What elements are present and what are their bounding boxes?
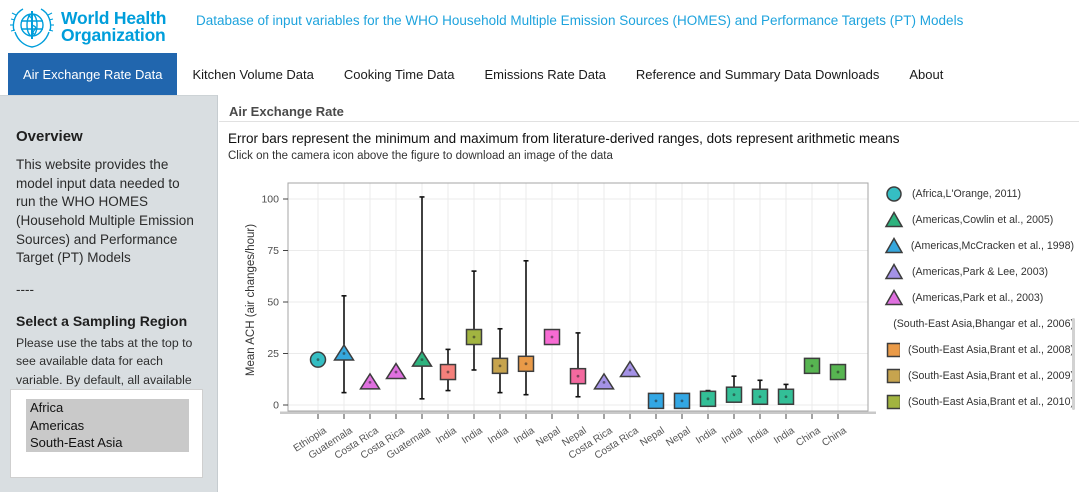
x-tick-label: Nepal [534,425,562,449]
region-option-americas[interactable]: Americas [26,416,189,434]
mean-dot [628,368,632,372]
mean-dot [472,335,476,339]
x-tick-label: India [486,425,511,446]
mean-dot [654,399,658,403]
overview-heading: Overview [16,128,83,145]
mean-dot [524,362,528,366]
legend-item[interactable]: (Americas,McCracken et al., 1998) [884,233,1074,259]
chart-legend: (Africa,L'Orange, 2011) (Americas,Cowlin … [884,181,1074,415]
legend-item[interactable]: (Americas,Park et al., 2003) [884,285,1074,311]
mean-dot [602,380,606,384]
mean-dot [706,397,710,401]
legend-label: (Americas,McCracken et al., 1998) [910,240,1074,252]
overview-text: This website provides the model input da… [16,157,194,266]
region-option-south-east-asia[interactable]: South-East Asia [26,434,189,452]
plot-border [287,182,869,412]
region-heading: Select a Sampling Region [16,312,188,329]
region-multiselect[interactable]: Africa Americas South-East Asia [10,389,203,478]
legend-item[interactable]: (Americas,Park & Lee, 2003) [884,259,1074,285]
square-legend-marker-icon [886,342,900,358]
mean-dot [784,395,788,399]
y-tick-label: 100 [261,194,279,206]
legend-scrollbar[interactable] [1072,318,1075,410]
legend-item[interactable]: (South-East Asia,Brant et al., 2008) [884,337,1074,363]
mean-dot [732,393,736,397]
legend-item[interactable]: (South-East Asia,Bhangar et al., 2006) [884,311,1074,337]
x-tick-label: Nepal [638,425,666,449]
y-tick-label: 25 [267,348,279,360]
mean-dot [446,370,450,374]
legend-label: (Americas,Park & Lee, 2003) [912,266,1049,278]
square-legend-marker-icon [886,368,900,384]
mean-dot [316,358,320,362]
who-emblem-icon [10,8,54,48]
triangle-legend-marker-icon [884,288,904,306]
x-tick-label: India [746,425,771,446]
legend-label: (South-East Asia,Brant et al., 2009) [907,370,1074,382]
y-axis-title: Mean ACH (air changes/hour) [245,224,257,376]
mean-dot [420,358,424,362]
legend-label: (South-East Asia,Brant et al., 2010) [907,396,1074,408]
tab-about[interactable]: About [909,66,944,82]
x-tick-label: India [720,425,745,446]
tab-reference-summary-downloads[interactable]: Reference and Summary Data Downloads [635,66,880,82]
x-tick-label: India [460,425,485,446]
mean-dot [810,364,814,368]
mean-dot [498,364,502,368]
who-logo: World Health Organization [10,5,166,49]
page-title: Database of input variables for the WHO … [196,13,964,28]
panel-tab-air-exchange-rate[interactable]: Air Exchange Rate [229,104,344,119]
x-axis-line [280,411,876,414]
x-tick-label: India [694,425,719,446]
legend-label: (Americas,Cowlin et al., 2005) [912,214,1054,226]
panel-divider [219,121,1079,122]
square-legend-marker-icon [884,314,885,334]
legend-label: (South-East Asia,Brant et al., 2008) [907,344,1074,356]
divider-text: ---- [16,281,34,297]
tab-kitchen-volume-data[interactable]: Kitchen Volume Data [192,66,314,82]
tab-air-exchange-rate-data[interactable]: Air Exchange Rate Data [8,53,178,95]
y-tick-label: 0 [273,400,279,412]
ach-chart: 0 25 50 75 100 Mean ACH (air changes/hour) Eth… [218,160,880,492]
square-legend-marker-icon [886,394,900,410]
x-tick-label: India [512,425,537,446]
who-logo-text: World Health Organization [61,7,167,45]
x-tick-label: China [794,425,823,449]
tab-cooking-time-data[interactable]: Cooking Time Data [343,66,455,82]
triangle-legend-marker-icon [884,236,903,254]
legend-item[interactable]: (South-East Asia,Brant et al., 2010) [884,389,1074,415]
mean-dot [576,374,580,378]
chart-subtitle: Error bars represent the minimum and max… [228,131,900,146]
y-tick-label: 75 [267,245,279,257]
legend-item[interactable]: (Americas,Cowlin et al., 2005) [884,207,1074,233]
mean-dot [342,352,346,355]
header: World Health Organization Database of in… [0,0,1079,53]
mean-dot [680,399,684,403]
chart-hint: Click on the camera icon above the figur… [228,150,613,162]
region-option-africa[interactable]: Africa [26,399,189,417]
legend-item[interactable]: (Africa,L'Orange, 2011) [884,181,1074,207]
y-tick-label: 50 [267,297,279,309]
x-tick-label: India [772,425,797,446]
x-tick-label: China [820,425,849,449]
mean-dot [836,370,840,374]
mean-dot [758,395,762,399]
mean-dot [368,380,372,384]
x-tick-label: India [434,425,459,446]
circle-legend-marker-icon [886,186,902,202]
legend-label: (Africa,L'Orange, 2011) [912,188,1021,200]
sidebar: Overview This website provides the model… [0,95,218,492]
mean-dot [550,335,554,339]
triangle-legend-marker-icon [884,262,904,280]
tab-emissions-rate-data[interactable]: Emissions Rate Data [484,66,606,82]
x-tick-label: Nepal [664,425,692,449]
legend-label: (Americas,Park et al., 2003) [912,292,1044,304]
legend-label: (South-East Asia,Bhangar et al., 2006) [893,318,1074,330]
legend-item[interactable]: (South-East Asia,Brant et al., 2009) [884,363,1074,389]
main-nav: Air Exchange Rate Data Kitchen Volume Da… [0,53,1079,95]
mean-dot [394,370,398,374]
triangle-legend-marker-icon [884,210,904,228]
